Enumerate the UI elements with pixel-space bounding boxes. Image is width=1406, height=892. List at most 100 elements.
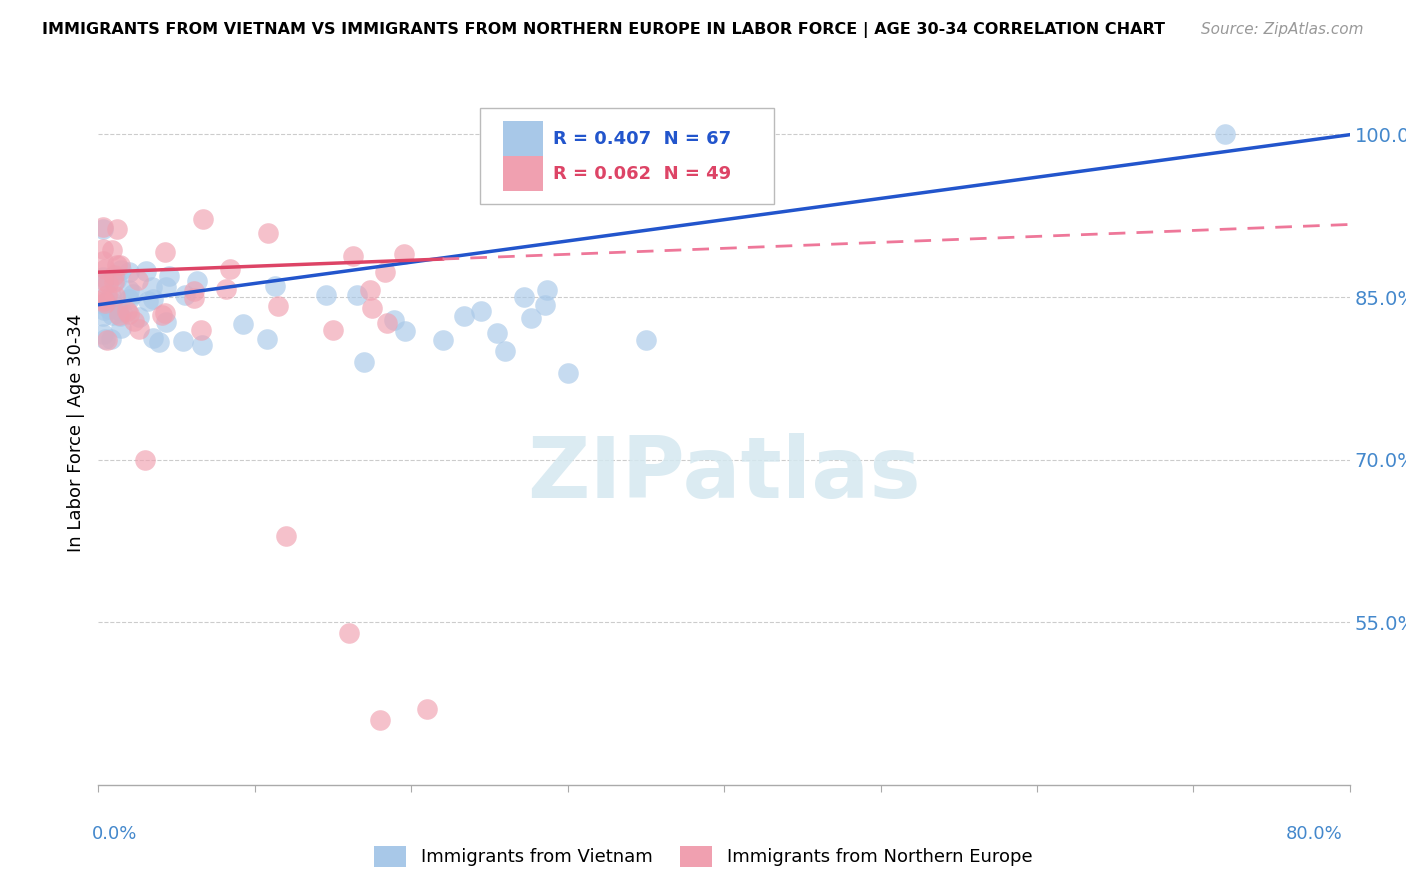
Point [127, 273, 149, 287]
Point [104, 289, 127, 303]
Point [519, 310, 541, 325]
Point [135, 264, 157, 278]
Point [100, 289, 122, 303]
Point [128, 310, 150, 324]
Point [96, 334, 118, 348]
FancyBboxPatch shape [502, 156, 543, 191]
Point [105, 273, 128, 287]
Point [274, 528, 298, 542]
Point [142, 292, 165, 306]
Point [122, 314, 145, 328]
Point [416, 702, 439, 716]
Point [373, 265, 395, 279]
Point [101, 308, 124, 322]
Text: ZIPatlas: ZIPatlas [527, 434, 921, 516]
Point [382, 313, 405, 327]
Point [110, 321, 132, 335]
Point [155, 315, 177, 329]
Point [359, 283, 381, 297]
Point [91, 293, 114, 307]
Point [190, 323, 212, 337]
Point [98, 301, 121, 316]
Point [94, 332, 117, 346]
Point [155, 279, 177, 293]
Point [91, 273, 114, 287]
Text: IMMIGRANTS FROM VIETNAM VS IMMIGRANTS FROM NORTHERN EUROPE IN LABOR FORCE | AGE : IMMIGRANTS FROM VIETNAM VS IMMIGRANTS FR… [42, 22, 1166, 38]
Point [257, 226, 280, 240]
Point [513, 290, 536, 304]
Point [148, 335, 170, 350]
Point [142, 330, 165, 344]
Point [118, 292, 141, 306]
Point [108, 308, 131, 322]
Text: Source: ZipAtlas.com: Source: ZipAtlas.com [1201, 22, 1364, 37]
Point [103, 268, 125, 283]
FancyBboxPatch shape [502, 121, 543, 156]
Point [111, 305, 134, 319]
Point [634, 334, 657, 348]
Point [394, 324, 416, 338]
Point [136, 293, 159, 308]
Point [218, 262, 240, 277]
Point [1213, 128, 1236, 142]
Point [91, 269, 114, 284]
Point [174, 288, 197, 302]
Point [485, 326, 508, 340]
Point [108, 309, 131, 323]
Point [94, 294, 117, 309]
Point [183, 285, 205, 299]
Point [103, 268, 125, 283]
Point [183, 291, 205, 305]
Point [118, 265, 141, 279]
Point [94, 295, 117, 310]
Point [153, 306, 176, 320]
Point [353, 355, 375, 369]
Point [91, 242, 114, 256]
Point [432, 334, 454, 348]
Point [264, 279, 287, 293]
Point [97, 276, 120, 290]
Y-axis label: In Labor Force | Age 30-34: In Labor Force | Age 30-34 [66, 313, 84, 552]
Point [93, 293, 115, 308]
Point [115, 304, 138, 318]
Point [93, 303, 115, 318]
Point [215, 282, 238, 296]
Point [186, 274, 208, 288]
Point [315, 288, 337, 302]
Point [122, 287, 145, 301]
Point [375, 316, 398, 330]
Point [128, 322, 150, 336]
Point [193, 212, 215, 227]
Point [342, 249, 364, 263]
Point [103, 275, 125, 289]
Point [91, 327, 114, 342]
Point [96, 288, 118, 302]
Point [267, 299, 290, 313]
Point [453, 310, 475, 324]
Text: R = 0.407  N = 67: R = 0.407 N = 67 [553, 129, 731, 148]
Point [368, 713, 391, 727]
Text: R = 0.062  N = 49: R = 0.062 N = 49 [553, 165, 731, 183]
Point [91, 222, 114, 236]
Point [141, 280, 163, 294]
Point [105, 222, 128, 236]
Point [100, 332, 122, 346]
Point [494, 344, 516, 359]
Point [361, 301, 384, 315]
Point [232, 317, 254, 331]
Point [91, 296, 114, 310]
Point [91, 220, 114, 235]
Text: 0.0%: 0.0% [91, 825, 136, 843]
Point [101, 294, 124, 309]
Point [94, 261, 117, 276]
Legend: Immigrants from Vietnam, Immigrants from Northern Europe: Immigrants from Vietnam, Immigrants from… [367, 838, 1039, 874]
Text: 80.0%: 80.0% [1286, 825, 1343, 843]
Point [392, 247, 415, 261]
Point [346, 287, 368, 301]
Point [118, 307, 141, 321]
FancyBboxPatch shape [479, 109, 775, 203]
Point [118, 283, 141, 297]
Point [105, 258, 128, 272]
Point [557, 366, 579, 380]
Point [150, 309, 173, 323]
